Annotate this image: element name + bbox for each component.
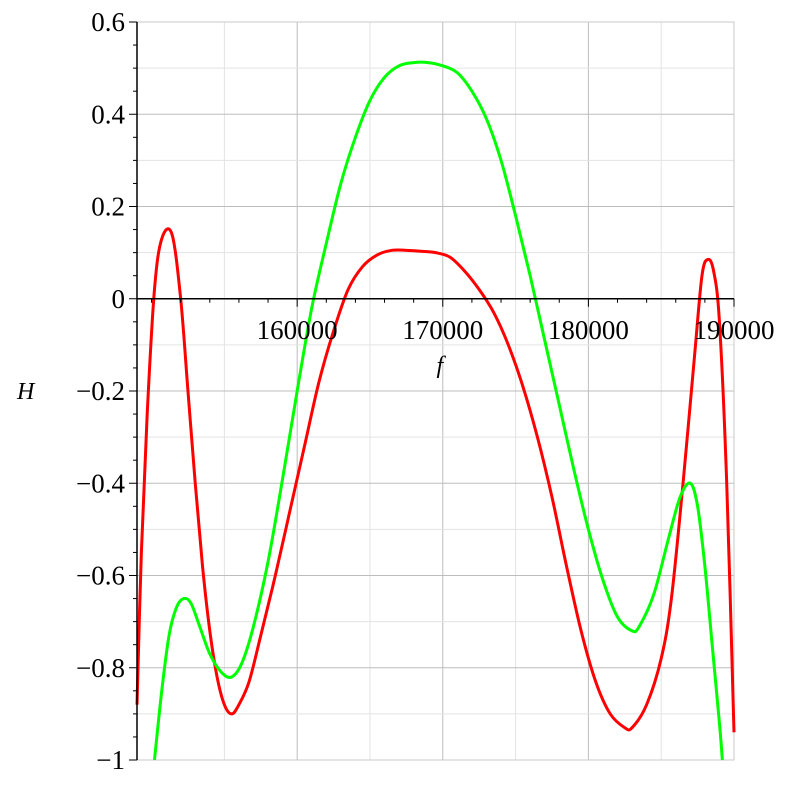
series-layer bbox=[135, 60, 736, 761]
grid-layer bbox=[137, 21, 734, 760]
y-tick-label: 0.2 bbox=[91, 192, 125, 222]
y-axis-title: H bbox=[16, 379, 36, 405]
y-tick-label: 0.4 bbox=[91, 99, 125, 129]
x-tick-label: 180000 bbox=[548, 315, 629, 345]
series-line-2 bbox=[152, 60, 724, 761]
x-axis-title: f bbox=[437, 353, 447, 379]
y-tick-label: 0 bbox=[112, 284, 126, 314]
x-tick-label: 160000 bbox=[257, 315, 338, 345]
y-tick-label: −0.6 bbox=[76, 561, 125, 591]
y-tick-label: 0.6 bbox=[91, 7, 125, 37]
y-tick-label: −1 bbox=[96, 745, 125, 775]
x-tick-label: 190000 bbox=[694, 315, 775, 345]
y-tick-label: −0.4 bbox=[76, 468, 125, 498]
axes-layer bbox=[129, 21, 735, 761]
y-tick-label: −0.8 bbox=[76, 653, 125, 683]
x-tick-label: 170000 bbox=[402, 315, 483, 345]
y-tick-label: −0.2 bbox=[76, 376, 125, 406]
label-layer: 160000 170000 180000 190000 0.6 0.4 0.2 0 −0.2 −0… bbox=[76, 7, 774, 775]
series-line-1 bbox=[135, 227, 736, 733]
